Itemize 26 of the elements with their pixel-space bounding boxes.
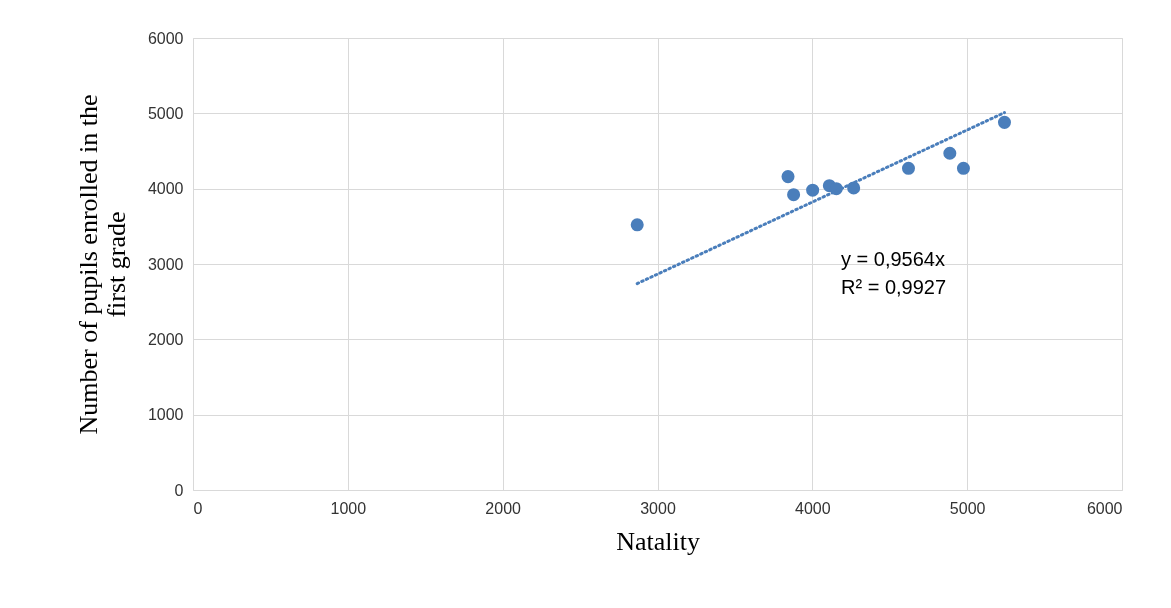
point [806, 183, 820, 197]
x-tick-label: 5000 [949, 499, 986, 517]
annotation: R² = 0,9927 [841, 276, 947, 298]
y-tick-label: 4000 [147, 180, 184, 198]
point [787, 188, 801, 202]
y-axis-title: Number of pupils enrolled in the first grade [73, 94, 131, 435]
y-tick-label: 0 [174, 481, 184, 499]
y-tick-label: 5000 [147, 104, 184, 122]
x-tick-label: 4000 [795, 499, 831, 517]
point [943, 146, 957, 160]
x-tick-label: 6000 [1086, 499, 1123, 517]
point [956, 161, 970, 175]
x-axis-title: Natality [616, 526, 700, 556]
y-tick-label: 3000 [147, 255, 184, 273]
y-tick-label: 2000 [147, 330, 184, 348]
y-tick-label: 1000 [147, 406, 184, 424]
point [781, 170, 795, 184]
point [630, 218, 644, 232]
x-tick-label: 2000 [485, 499, 522, 517]
x-tick-label: 0 [193, 499, 203, 517]
y-tick-label: 6000 [147, 29, 184, 47]
annotation: y = 0,9564x [841, 248, 945, 270]
point [901, 161, 915, 175]
x-tick-label: 3000 [640, 499, 676, 517]
x-tick-label: 1000 [330, 499, 367, 517]
point [997, 115, 1011, 129]
